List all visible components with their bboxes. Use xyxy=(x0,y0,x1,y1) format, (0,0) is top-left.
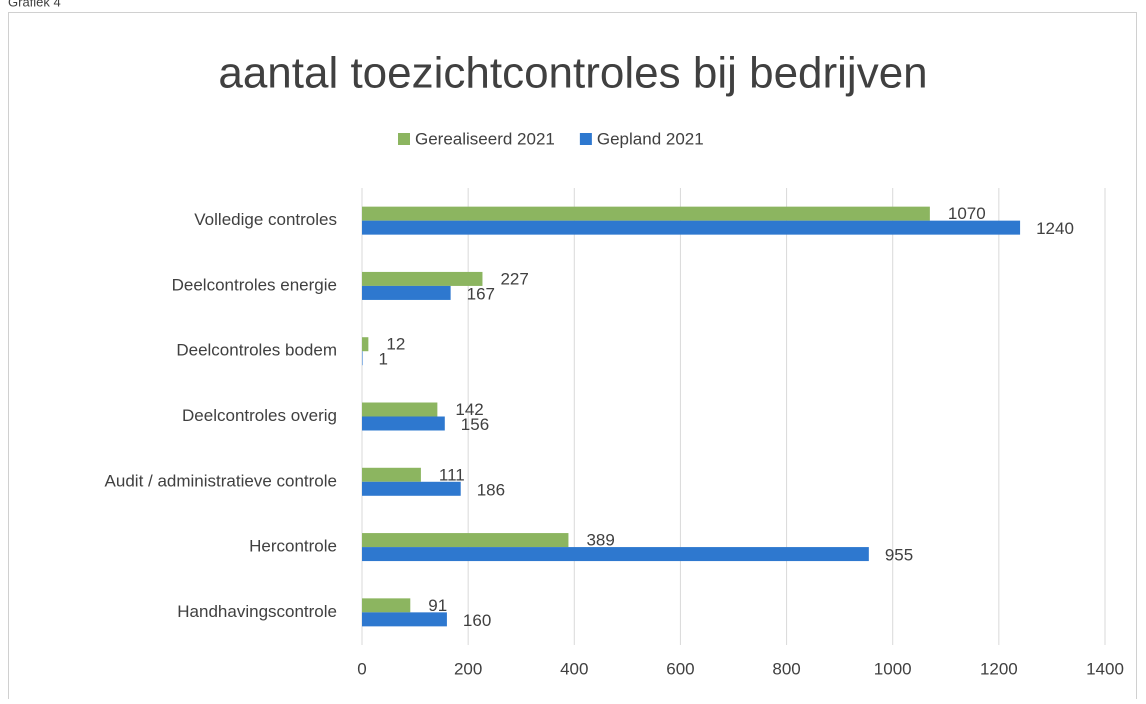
y-tick-label: Audit / administratieve controle xyxy=(105,471,337,490)
bar xyxy=(362,612,447,627)
chart-border xyxy=(8,12,1137,704)
bar xyxy=(362,206,930,221)
data-label: 111 xyxy=(439,465,465,484)
bar xyxy=(362,351,363,366)
x-tick-label: 600 xyxy=(666,659,694,678)
bar xyxy=(362,467,421,482)
bar xyxy=(362,271,483,286)
y-tick-label: Deelcontroles overig xyxy=(182,406,337,425)
bar xyxy=(362,598,411,613)
legend-label: Gepland 2021 xyxy=(597,129,704,148)
bar xyxy=(362,533,569,548)
y-tick-label: Volledige controles xyxy=(194,210,337,229)
bar xyxy=(362,285,451,300)
y-tick-label: Deelcontroles bodem xyxy=(176,341,337,360)
x-tick-label: 200 xyxy=(454,659,482,678)
data-label: 389 xyxy=(586,531,614,550)
bar xyxy=(362,481,461,496)
x-tick-label: 1200 xyxy=(980,659,1018,678)
data-label: 1 xyxy=(379,350,388,369)
legend-swatch xyxy=(579,133,592,145)
bar xyxy=(362,337,369,352)
y-tick-label: Handhavingscontrole xyxy=(177,602,337,621)
x-tick-label: 400 xyxy=(560,659,588,678)
x-tick-label: 0 xyxy=(357,659,366,678)
legend-label: Gerealiseerd 2021 xyxy=(415,129,555,148)
data-label: 160 xyxy=(463,611,491,630)
data-label: 186 xyxy=(477,480,505,499)
data-label: 91 xyxy=(428,596,447,615)
data-label: 156 xyxy=(461,415,489,434)
bar xyxy=(362,416,445,431)
legend-swatch xyxy=(398,133,410,145)
bar xyxy=(362,402,438,417)
data-label: 167 xyxy=(467,284,495,303)
bar xyxy=(362,547,869,562)
data-label: 227 xyxy=(500,269,528,288)
caption: Grafiek 4 xyxy=(8,0,61,9)
x-tick-label: 1000 xyxy=(874,659,912,678)
data-label: 955 xyxy=(885,546,913,565)
x-tick-label: 1400 xyxy=(1086,659,1124,678)
x-tick-label: 800 xyxy=(772,659,800,678)
y-tick-label: Deelcontroles energie xyxy=(172,275,337,294)
data-label: 142 xyxy=(455,400,483,419)
data-label: 1070 xyxy=(948,204,986,223)
y-tick-label: Hercontrole xyxy=(249,537,337,556)
bar xyxy=(362,220,1021,235)
chart-title: aantal toezichtcontroles bij bedrijven xyxy=(218,49,927,98)
data-label: 12 xyxy=(386,335,405,354)
data-label: 1240 xyxy=(1036,219,1074,238)
